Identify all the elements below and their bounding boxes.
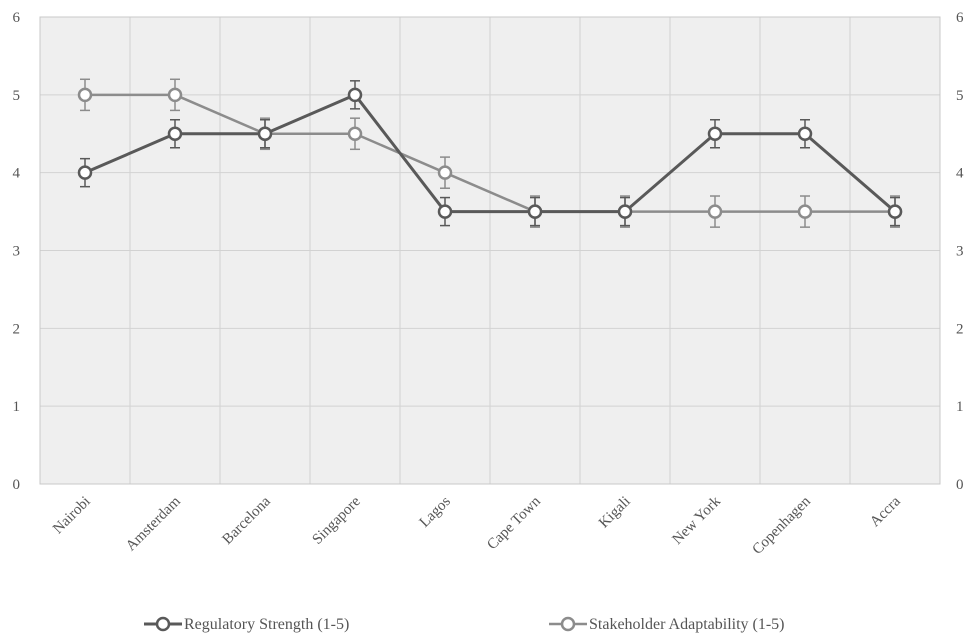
secondary-y-tick-label: 0	[956, 477, 964, 493]
data-point	[707, 126, 723, 141]
secondary-y-tick-label: 2	[956, 321, 964, 337]
secondary-y-tick-label: 1	[956, 399, 964, 415]
x-tick-label: Lagos	[417, 493, 454, 530]
data-point	[77, 165, 93, 180]
legend-swatch-marker	[560, 616, 576, 632]
legend-item: Stakeholder Adaptability (1-5)	[549, 616, 785, 633]
secondary-y-tick-label: 3	[956, 244, 964, 260]
secondary-y-tick-label: 5	[956, 88, 964, 104]
y-tick-label: 2	[13, 321, 21, 337]
series	[77, 78, 903, 228]
y-tick-label: 6	[13, 10, 21, 26]
y-tick-label: 1	[13, 399, 21, 415]
data-point	[77, 87, 93, 103]
data-point	[797, 126, 813, 141]
x-tick-label: Amsterdam	[123, 493, 184, 554]
x-tick-label: Nairobi	[50, 494, 94, 538]
data-point	[437, 165, 453, 180]
legend: Regulatory Strength (1-5) Stakeholder Ada…	[144, 616, 785, 633]
x-tick-label: Singapore	[310, 493, 365, 548]
y-tick-label: 5	[13, 88, 21, 104]
secondary-y-tick-label: 6	[956, 10, 964, 26]
x-tick-label: Accra	[867, 493, 904, 530]
legend-label: Regulatory Strength (1-5)	[184, 616, 349, 633]
legend-swatch-marker	[155, 616, 171, 632]
grid	[39, 16, 941, 485]
x-tick-label: Copenhagen	[749, 493, 814, 558]
data-point	[347, 87, 363, 103]
series-regulatory-strength	[77, 80, 903, 227]
data-point	[617, 204, 633, 219]
data-point	[707, 204, 723, 219]
data-point	[257, 126, 273, 141]
data-point	[167, 87, 183, 103]
data-point	[797, 204, 813, 219]
x-tick-label: Barcelona	[220, 493, 275, 548]
data-point	[437, 204, 453, 219]
x-tick-label: New York	[669, 493, 724, 548]
legend-label: Stakeholder Adaptability (1-5)	[589, 616, 785, 633]
x-tick-label: Cape Town	[484, 493, 544, 553]
secondary-y-tick-label: 4	[956, 166, 964, 182]
y-tick-label: 4	[13, 166, 21, 182]
legend-item: Regulatory Strength (1-5)	[144, 616, 349, 633]
y-tick-label: 0	[13, 477, 21, 493]
series-line	[85, 93, 895, 213]
data-point	[347, 126, 363, 141]
data-point	[167, 126, 183, 141]
data-point	[887, 204, 903, 219]
y-tick-label: 3	[13, 244, 21, 260]
x-tick-label: Kigali	[596, 494, 634, 532]
series-line	[84, 93, 896, 214]
plot-border	[39, 16, 941, 485]
data-point	[527, 204, 543, 219]
